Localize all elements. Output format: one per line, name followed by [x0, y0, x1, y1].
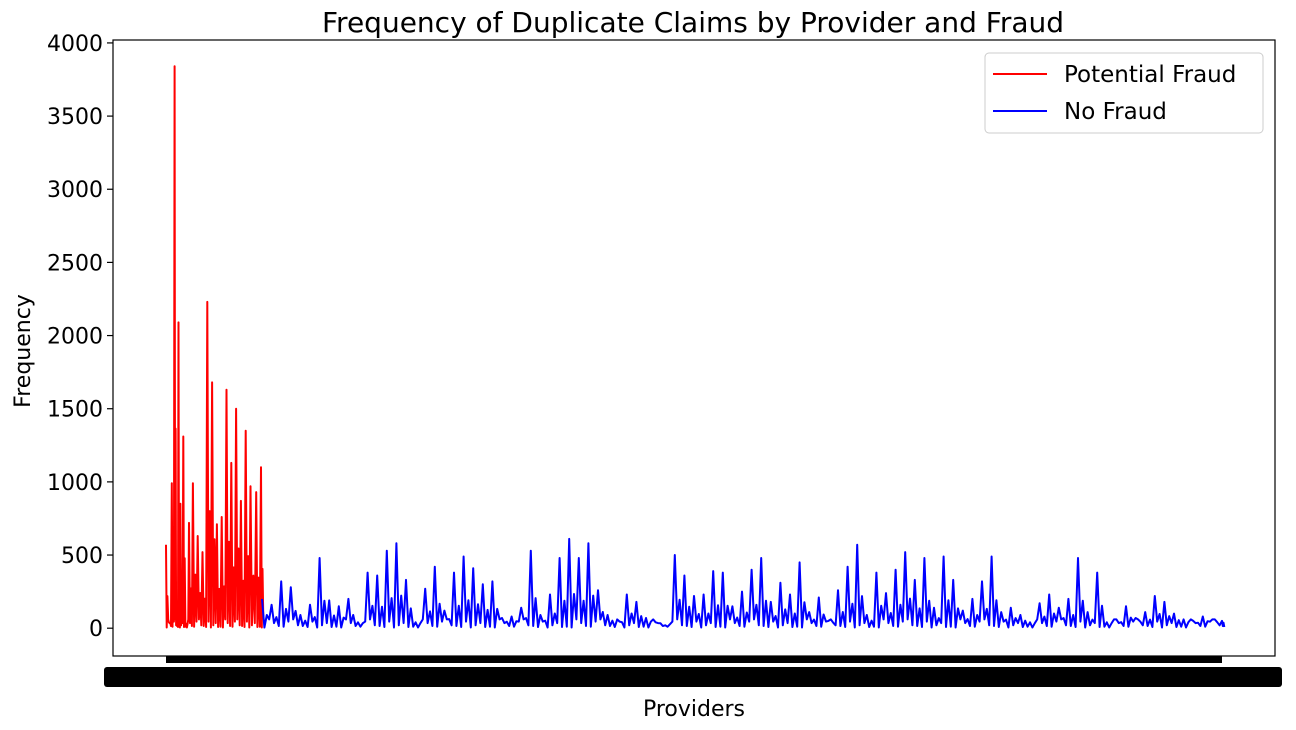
y-tick-label: 3500	[47, 105, 103, 130]
legend-label-no-fraud: No Fraud	[1064, 99, 1167, 125]
y-tick-label: 2000	[47, 325, 103, 350]
plot-area-frame	[112, 39, 1276, 657]
x-axis-tick-band	[104, 656, 1282, 687]
y-axis-ticks: 0 500 1000 1500 2000 2500 3000 3500 4000	[47, 32, 113, 642]
y-tick-label: 2500	[47, 251, 103, 276]
chart-title: Frequency of Duplicate Claims by Provide…	[322, 6, 1064, 39]
y-tick-label: 1000	[47, 471, 103, 496]
legend-label-potential-fraud: Potential Fraud	[1064, 62, 1236, 88]
y-tick-label: 500	[61, 544, 103, 569]
x-tick-marks	[166, 656, 1222, 663]
y-axis-title: Frequency	[11, 294, 36, 408]
series-line-potential-fraud	[165, 65, 265, 629]
legend-box	[984, 52, 1264, 134]
x-axis-title: Providers	[643, 697, 745, 722]
x-tick-labels-overlapping	[104, 667, 1282, 687]
y-tick-label: 0	[89, 617, 103, 642]
legend: Potential Fraud No Fraud	[984, 52, 1264, 134]
y-tick-label: 1500	[47, 398, 103, 423]
y-tick-label: 4000	[47, 32, 103, 57]
series-line-no-fraud	[261, 537, 1226, 629]
y-tick-label: 3000	[47, 178, 103, 203]
series-layer	[165, 65, 1226, 629]
